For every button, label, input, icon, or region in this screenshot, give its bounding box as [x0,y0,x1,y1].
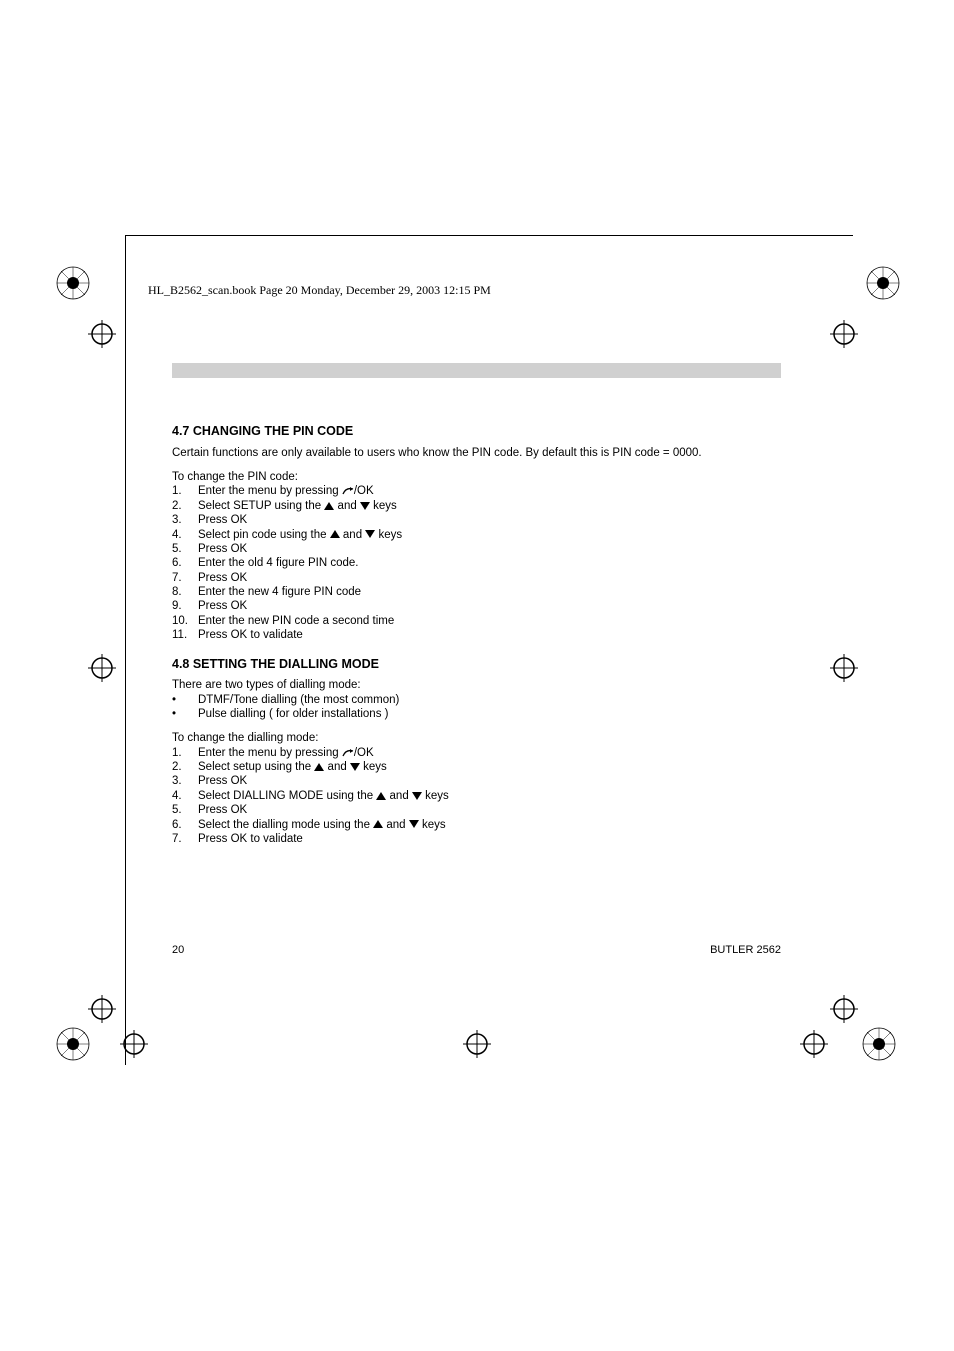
registration-mark-icon [860,1025,898,1063]
crosshair-icon [830,320,858,348]
list-item: 11.Press OK to validate [172,628,781,642]
intro-text: Certain functions are only available to … [172,446,781,460]
registration-mark-icon [54,1025,92,1063]
list-item: 1.Enter the menu by pressing /OK [172,484,781,498]
page-content: 4.7 CHANGING THE PIN CODE Certain functi… [172,410,781,846]
list-item: 10.Enter the new PIN code a second time [172,614,781,628]
list-item: 9.Press OK [172,599,781,613]
list-item: 2.Select setup using the and keys [172,760,781,774]
section-heading: 4.8 SETTING THE DIALLING MODE [172,657,781,673]
section-header-bar [172,363,781,378]
page-number: 20 [172,944,184,956]
section-heading: 4.7 CHANGING THE PIN CODE [172,424,781,440]
bullet-list: •DTMF/Tone dialling (the most common)•Pu… [172,693,781,722]
crosshair-icon [88,995,116,1023]
intro-text: There are two types of dialling mode: [172,678,781,692]
list-item: •Pulse dialling ( for older installation… [172,707,781,721]
crosshair-icon [830,654,858,682]
crosshair-icon [88,654,116,682]
registration-mark-icon [864,264,902,302]
page-header-text: HL_B2562_scan.book Page 20 Monday, Decem… [148,283,491,298]
registration-mark-icon [54,264,92,302]
list-item: 3.Press OK [172,513,781,527]
list-item: 5.Press OK [172,803,781,817]
list-item: 4.Select DIALLING MODE using the and key… [172,789,781,803]
steps-list: 1.Enter the menu by pressing /OK2.Select… [172,746,781,847]
list-item: 4.Select pin code using the and keys [172,528,781,542]
crosshair-icon [463,1030,491,1058]
list-item: •DTMF/Tone dialling (the most common) [172,693,781,707]
crosshair-icon [830,995,858,1023]
model-name: BUTLER 2562 [710,944,781,956]
page-footer: 20 BUTLER 2562 [172,944,781,956]
list-item: 6.Select the dialling mode using the and… [172,818,781,832]
list-item: 2.Select SETUP using the and keys [172,499,781,513]
crosshair-icon [88,320,116,348]
list-item: 3.Press OK [172,774,781,788]
list-item: 7.Press OK [172,571,781,585]
lead-text: To change the PIN code: [172,470,781,484]
list-item: 5.Press OK [172,542,781,556]
list-item: 7.Press OK to validate [172,832,781,846]
steps-list: 1.Enter the menu by pressing /OK2.Select… [172,484,781,642]
lead-text: To change the dialling mode: [172,731,781,745]
list-item: 1.Enter the menu by pressing /OK [172,746,781,760]
crosshair-icon [120,1030,148,1058]
list-item: 8.Enter the new 4 figure PIN code [172,585,781,599]
crosshair-icon [800,1030,828,1058]
list-item: 6.Enter the old 4 figure PIN code. [172,556,781,570]
